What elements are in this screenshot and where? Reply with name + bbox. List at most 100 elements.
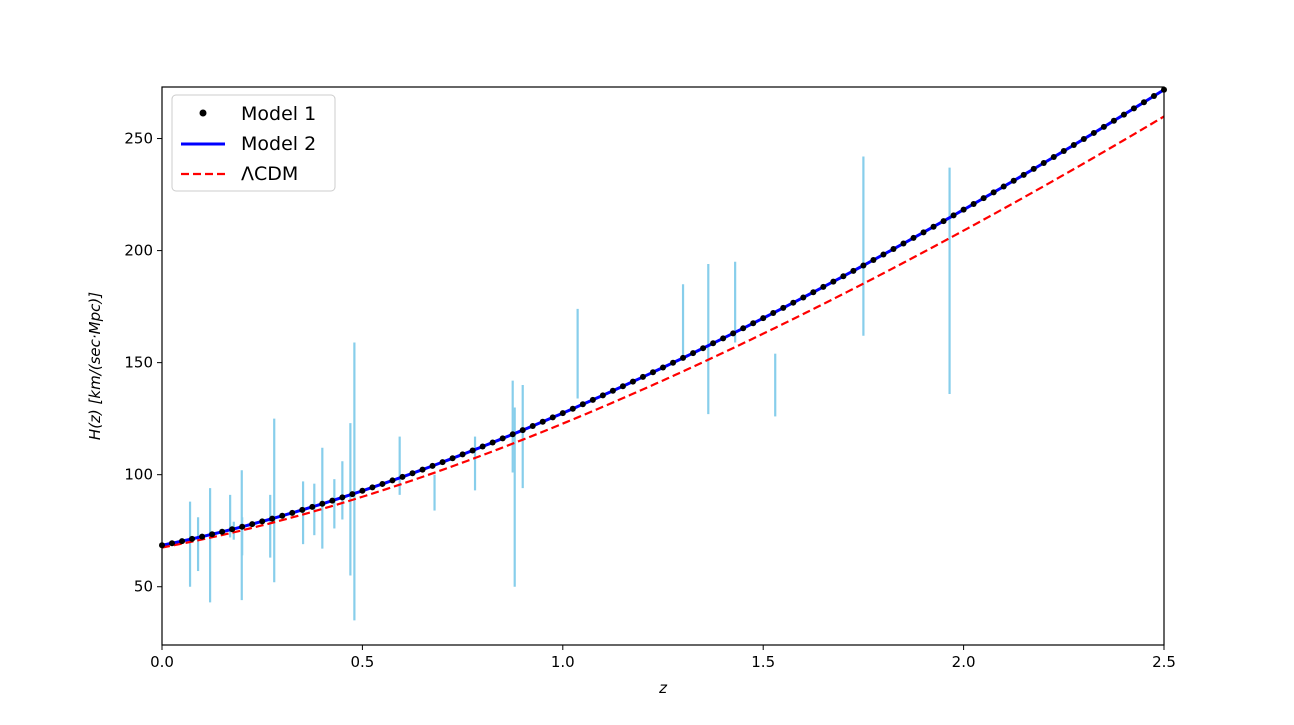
series-point-0-90 xyxy=(1060,148,1067,155)
series-line-2 xyxy=(161,115,1165,549)
x-tick-label-4: 2.0 xyxy=(952,653,976,671)
series-point-0-87 xyxy=(1030,165,1037,172)
series-point-0-46 xyxy=(619,383,626,390)
series-point-0-30 xyxy=(459,451,466,458)
series-point-0-3 xyxy=(189,535,196,542)
series-point-0-47 xyxy=(629,378,636,385)
series-point-0-44 xyxy=(599,392,606,399)
series-point-0-94 xyxy=(1100,123,1107,130)
legend: Model 1 Model 2 ΛCDM xyxy=(171,94,336,192)
series-point-0-83 xyxy=(990,189,997,196)
series-point-0-10 xyxy=(259,518,266,525)
x-axis-label: z xyxy=(658,679,668,697)
series-point-0-98 xyxy=(1140,99,1147,106)
series-point-0-78 xyxy=(940,218,947,225)
series-point-0-32 xyxy=(479,443,486,450)
y-tick-label-2: 150 xyxy=(124,354,153,372)
series-point-0-74 xyxy=(900,240,907,247)
series-point-0-27 xyxy=(429,462,436,469)
series-point-0-73 xyxy=(890,246,897,253)
series-point-0-58 xyxy=(740,325,747,332)
series-point-0-20 xyxy=(359,487,366,494)
legend-label-model2: Model 2 xyxy=(241,133,316,155)
series-point-0-8 xyxy=(239,523,246,530)
series-point-0-43 xyxy=(589,396,596,403)
series-point-0-63 xyxy=(790,299,797,306)
series-point-0-91 xyxy=(1070,142,1077,149)
x-tick-label-2: 1.0 xyxy=(551,653,575,671)
series-point-0-4 xyxy=(199,533,206,540)
series-point-0-55 xyxy=(710,340,717,347)
series-point-0-23 xyxy=(389,477,396,484)
series-point-0-60 xyxy=(760,315,767,322)
y-tick-label-1: 100 xyxy=(124,466,153,484)
series-point-0-9 xyxy=(249,521,256,528)
series-point-0-81 xyxy=(970,200,977,207)
series-point-0-61 xyxy=(770,310,777,317)
series-point-0-72 xyxy=(880,251,887,258)
series-point-0-95 xyxy=(1110,117,1117,124)
series-point-0-12 xyxy=(279,512,286,519)
series-point-0-24 xyxy=(399,473,406,480)
series-point-0-6 xyxy=(219,528,226,535)
series-point-0-88 xyxy=(1040,159,1047,166)
series-point-0-36 xyxy=(519,427,526,434)
series-point-0-1 xyxy=(169,540,176,547)
series-point-0-66 xyxy=(820,283,827,290)
x-tick-label-0: 0.0 xyxy=(150,653,174,671)
series-point-0-62 xyxy=(780,304,787,311)
series-point-0-89 xyxy=(1050,154,1057,161)
legend-box xyxy=(171,94,336,192)
axes-frame xyxy=(161,86,1165,646)
series-point-0-21 xyxy=(369,484,376,491)
series-point-0-45 xyxy=(609,387,616,394)
series-point-0-82 xyxy=(980,195,987,202)
series-point-0-54 xyxy=(700,345,707,352)
series-point-0-67 xyxy=(830,278,837,285)
series-point-0-77 xyxy=(930,223,937,230)
series-point-0-31 xyxy=(469,447,476,454)
series-point-0-97 xyxy=(1130,105,1137,112)
legend-label-model1: Model 1 xyxy=(241,103,316,125)
series-point-0-96 xyxy=(1120,111,1127,118)
series-point-0-75 xyxy=(910,234,917,241)
series-point-0-53 xyxy=(690,350,697,357)
series-point-0-28 xyxy=(439,459,446,466)
series-point-0-39 xyxy=(549,414,556,421)
series-point-0-48 xyxy=(639,373,646,380)
series-point-0-26 xyxy=(419,466,426,473)
plot-area xyxy=(159,86,1167,621)
x-tick-label-1: 0.5 xyxy=(350,653,374,671)
series-point-0-85 xyxy=(1010,177,1017,184)
series-point-0-14 xyxy=(299,506,306,513)
y-tick-label-0: 50 xyxy=(134,578,153,596)
series-point-0-42 xyxy=(579,401,586,408)
series-point-0-57 xyxy=(730,330,737,337)
series-point-0-93 xyxy=(1090,129,1097,136)
series-point-0-5 xyxy=(209,531,216,538)
series-point-0-29 xyxy=(449,455,456,462)
series-point-0-69 xyxy=(850,267,857,274)
series-point-0-17 xyxy=(329,497,336,504)
series-point-0-80 xyxy=(960,206,967,213)
x-tick-label-5: 2.5 xyxy=(1152,653,1176,671)
series-point-0-40 xyxy=(559,410,566,417)
series-point-0-41 xyxy=(569,405,576,412)
series-point-0-79 xyxy=(950,212,957,219)
legend-label-lcdm: ΛCDM xyxy=(241,163,298,185)
series-point-0-99 xyxy=(1150,93,1157,100)
series-point-0-34 xyxy=(499,435,506,442)
series-point-0-2 xyxy=(179,538,186,545)
series-point-0-22 xyxy=(379,480,386,487)
axis-ticks: 0.0 0.5 1.0 1.5 2.0 2.5 50 100 150 200 250 xyxy=(124,130,1176,671)
series-point-0-16 xyxy=(319,500,326,507)
series-point-0-50 xyxy=(660,364,666,371)
series-point-0-33 xyxy=(489,439,496,446)
series-point-0-49 xyxy=(649,369,656,376)
series-point-0-25 xyxy=(409,470,416,477)
y-axis-label: H(z) [km/(sec·Mpc)] xyxy=(86,292,104,440)
series-point-0-11 xyxy=(269,515,276,522)
series-point-0-15 xyxy=(309,503,316,510)
series-point-0-56 xyxy=(720,335,727,342)
